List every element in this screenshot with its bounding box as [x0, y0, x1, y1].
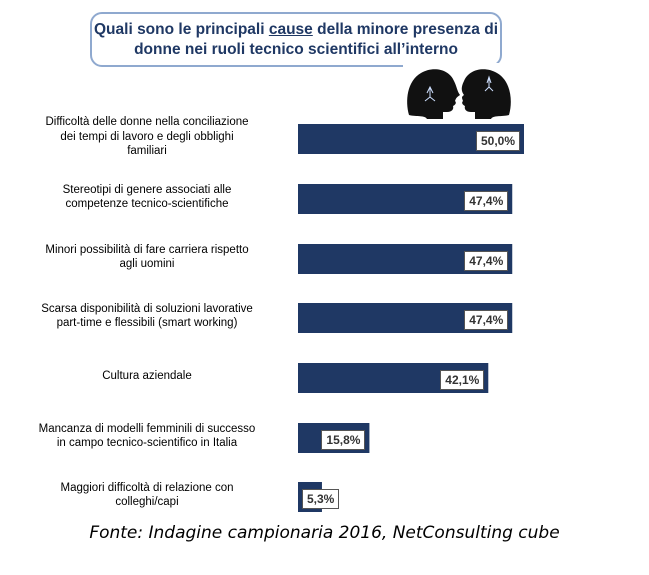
title-underlined-word: cause — [268, 20, 313, 38]
category-label-1: Difficoltà delle donne nella conciliazio… — [2, 115, 292, 159]
source-footer: Fonte: Indagine campionaria 2016, NetCon… — [89, 523, 560, 543]
data-label-1: 50,0% — [476, 131, 521, 151]
category-label-line: Difficoltà delle donne nella conciliazio… — [45, 116, 249, 128]
category-label-line: Scarsa disponibilità di soluzioni lavora… — [41, 302, 253, 315]
category-label-line: Stereotipi di genere associati alle — [62, 183, 232, 196]
category-label-5: Cultura aziendale — [2, 369, 292, 384]
data-label-7: 5,3% — [302, 489, 340, 509]
category-label-line: Mancanza di modelli femminili di success… — [38, 422, 256, 435]
category-label-4: Scarsa disponibilità di soluzioni lavora… — [2, 302, 292, 331]
data-label-3: 47,4% — [464, 251, 509, 271]
title-line-1: Quali sono le principali cause della min… — [94, 20, 498, 38]
category-label-line: Cultura aziendale — [102, 369, 192, 382]
category-label-6: Mancanza di modelli femminili di success… — [2, 422, 292, 451]
category-label-line: in campo tecnico-scientifico in Italia — [56, 437, 238, 449]
category-label-line: agli uomini — [119, 258, 175, 270]
category-label-line: Minori possibilità di fare carriera risp… — [45, 243, 249, 256]
category-label-line: colleghi/capi — [115, 496, 179, 508]
data-label-6: 15,8% — [321, 430, 366, 450]
category-label-line: dei tempi di lavoro e degli obblighi — [60, 130, 234, 143]
category-label-line: Maggiori difficoltà di relazione con — [60, 481, 234, 494]
two-heads-icon — [403, 63, 515, 121]
category-label-2: Stereotipi di genere associati alle compe… — [2, 183, 292, 212]
category-label-line: familiari — [127, 145, 167, 157]
data-label-2: 47,4% — [464, 191, 509, 211]
data-label-5: 42,1% — [440, 370, 485, 390]
category-label-7: Maggiori difficoltà di relazione con coll… — [2, 481, 292, 510]
category-label-line: part-time e flessibili (smart working) — [56, 317, 238, 329]
data-label-4: 47,4% — [464, 310, 509, 330]
chart-title: Quali sono le principali cause della min… — [90, 12, 502, 67]
category-label-line: competenze tecnico-scientifiche — [65, 198, 229, 210]
category-label-3: Minori possibilità di fare carriera risp… — [2, 243, 292, 272]
title-line-2: donne nei ruoli tecnico scientifici all’… — [134, 40, 458, 58]
